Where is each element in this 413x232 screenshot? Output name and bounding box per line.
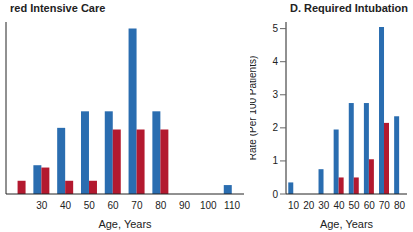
svg-text:3: 3 — [272, 89, 278, 100]
svg-text:1: 1 — [272, 155, 278, 166]
svg-text:50: 50 — [84, 200, 96, 211]
svg-text:80: 80 — [394, 200, 405, 211]
svg-text:Rate (Per 100 Patients): Rate (Per 100 Patients) — [250, 56, 258, 161]
svg-text:30: 30 — [318, 200, 330, 211]
svg-text:100: 100 — [200, 200, 217, 211]
svg-text:70: 70 — [131, 200, 143, 211]
svg-text:80: 80 — [155, 200, 167, 211]
svg-text:30: 30 — [36, 200, 48, 211]
svg-text:5: 5 — [272, 23, 278, 34]
svg-text:40: 40 — [333, 200, 345, 211]
svg-text:110: 110 — [224, 200, 240, 211]
svg-text:90: 90 — [179, 200, 191, 211]
svg-text:20: 20 — [303, 200, 315, 211]
svg-text:Age, Years: Age, Years — [98, 218, 152, 230]
html-text:red Intensive Care: red Intensive Care — [10, 2, 106, 14]
svg-text:Age, Years: Age, Years — [320, 218, 374, 230]
svg-text:60: 60 — [364, 200, 376, 211]
svg-text:2: 2 — [272, 122, 278, 133]
svg-text:60: 60 — [108, 200, 120, 211]
svg-text:10: 10 — [288, 200, 300, 211]
html-text:D. Required Intubation: D. Required Intubation — [290, 2, 408, 14]
svg-text:4: 4 — [272, 56, 278, 67]
svg-text:40: 40 — [60, 200, 72, 211]
svg-text:70: 70 — [379, 200, 391, 211]
svg-text:0: 0 — [272, 189, 278, 200]
svg-text:50: 50 — [349, 200, 361, 211]
